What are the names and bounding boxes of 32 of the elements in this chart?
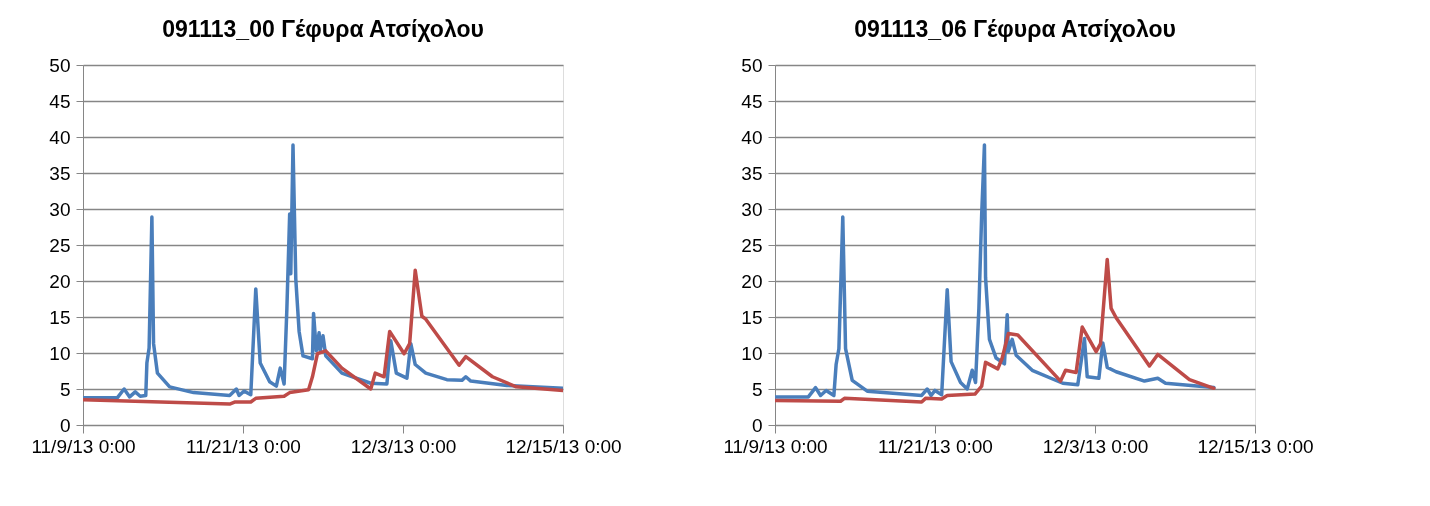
- y-tick-label: 30: [49, 198, 71, 220]
- y-tick-label: 0: [59, 414, 71, 436]
- x-tick-label: 11/21/13 0:00: [186, 435, 301, 457]
- y-tick-label: 20: [49, 270, 71, 292]
- y-tick-label: 10: [741, 342, 763, 364]
- x-tick-label: 12/3/13 0:00: [350, 435, 457, 457]
- y-tick-label: 0: [751, 414, 763, 436]
- y-tick-label: 15: [741, 306, 763, 328]
- y-tick-label: 30: [741, 198, 763, 220]
- y-tick-label: 20: [741, 270, 763, 292]
- x-tick-label: 12/15/13 0:00: [505, 435, 622, 457]
- chart-title: 091113_06 Γέφυρα Ατσίχολου: [854, 16, 1176, 42]
- chart-title: 091113_00 Γέφυρα Ατσίχολου: [162, 16, 484, 42]
- y-tick-label: 45: [741, 90, 763, 112]
- y-tick-label: 40: [49, 126, 71, 148]
- y-tick-label: 35: [741, 162, 763, 184]
- y-tick-label: 5: [751, 378, 763, 400]
- y-tick-label: 50: [741, 54, 763, 76]
- x-tick-label: 11/9/13 0:00: [31, 435, 136, 457]
- x-tick-label: 11/21/13 0:00: [878, 435, 993, 457]
- y-tick-label: 40: [741, 126, 763, 148]
- y-tick-label: 25: [741, 234, 763, 256]
- y-tick-label: 45: [49, 90, 71, 112]
- y-tick-label: 5: [59, 378, 71, 400]
- y-tick-label: 35: [49, 162, 71, 184]
- y-tick-label: 15: [49, 306, 71, 328]
- y-tick-label: 10: [49, 342, 71, 364]
- y-tick-label: 25: [49, 234, 71, 256]
- x-tick-label: 12/15/13 0:00: [1197, 435, 1314, 457]
- x-tick-label: 11/9/13 0:00: [723, 435, 828, 457]
- x-tick-label: 12/3/13 0:00: [1042, 435, 1149, 457]
- y-tick-label: 50: [49, 54, 71, 76]
